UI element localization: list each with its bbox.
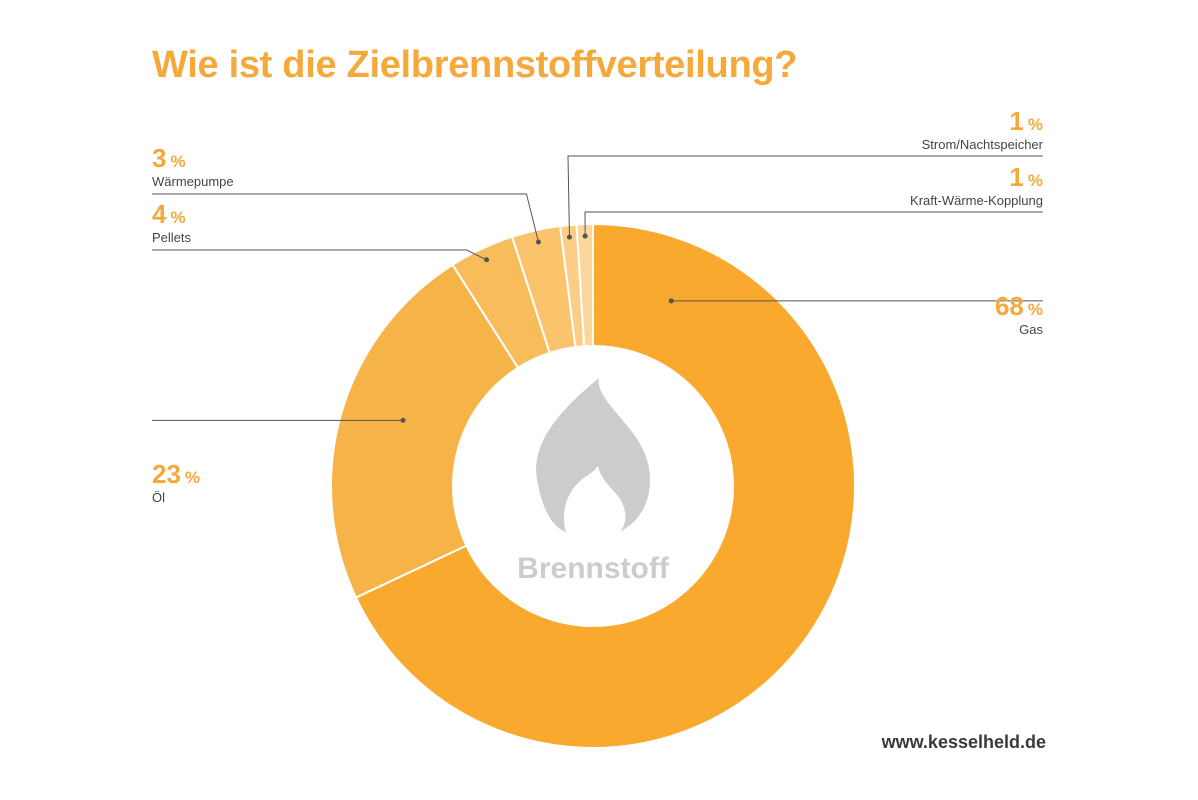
name-strom: Strom/Nachtspeicher (921, 137, 1043, 152)
source-url: www.kesselheld.de (881, 732, 1046, 752)
name-waermepumpe: Wärmepumpe (152, 174, 234, 189)
label-pellets: 4% Pellets (152, 200, 191, 246)
label-oel: 23% Öl (152, 460, 200, 506)
leader-line (152, 249, 487, 261)
label-kwk: 1% Kraft-Wärme-Kopplung (910, 163, 1043, 209)
leader-dot (668, 298, 674, 304)
chart-title: Wie ist die Zielbrennstoffverteilung? (152, 44, 798, 86)
name-oel: Öl (152, 490, 165, 505)
leader-lines (152, 155, 1043, 423)
value-kwk: 1 (1009, 162, 1024, 192)
name-kwk: Kraft-Wärme-Kopplung (910, 193, 1043, 208)
slice-kraft-wärme-kopplung (575, 222, 594, 348)
value-waermepumpe: 3 (152, 143, 167, 173)
percent-sign: % (1027, 171, 1043, 190)
percent-sign: % (170, 152, 186, 171)
percent-sign: % (1027, 300, 1043, 319)
name-gas: Gas (1019, 322, 1043, 337)
leader-line (152, 193, 539, 243)
value-pellets: 4 (152, 199, 167, 229)
value-strom: 1 (1009, 106, 1024, 136)
leader-dot (484, 257, 490, 263)
flame-icon (536, 378, 650, 532)
percent-sign: % (1027, 115, 1043, 134)
value-oel: 23 (152, 459, 181, 489)
percent-sign: % (184, 468, 201, 487)
percent-sign: % (170, 208, 186, 227)
leader-dot (566, 234, 572, 240)
slice-öl (330, 263, 520, 599)
leader-dot (582, 233, 588, 239)
label-waermepumpe: 3% Wärmepumpe (152, 144, 234, 190)
value-gas: 68 (994, 291, 1024, 321)
name-pellets: Pellets (152, 230, 192, 245)
center-label: Brennstoff (517, 552, 670, 585)
leader-line (567, 155, 1043, 238)
leader-line (584, 211, 1043, 237)
leader-dot (535, 239, 541, 245)
slice-gas (354, 222, 856, 749)
label-gas: 68% Gas (995, 292, 1043, 338)
donut-slices (330, 222, 856, 749)
label-strom: 1% Strom/Nachtspeicher (922, 107, 1043, 153)
leader-dot (400, 417, 406, 423)
